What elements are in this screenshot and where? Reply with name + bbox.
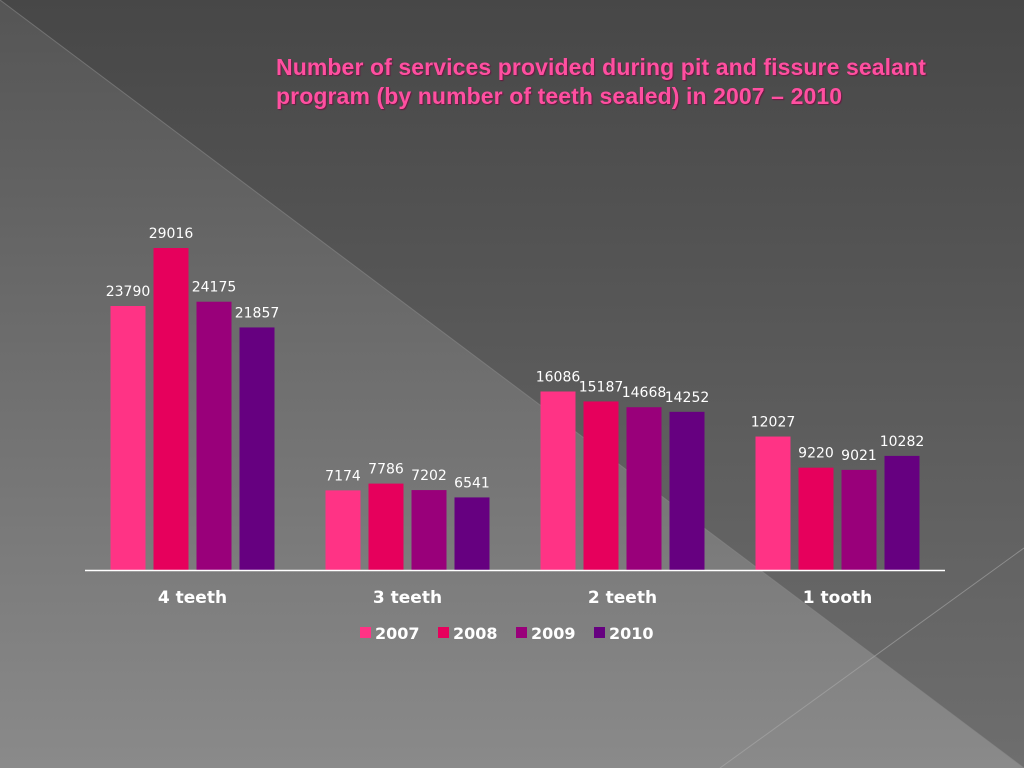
legend-label-2007: 2007 (375, 624, 420, 643)
bar-2007-1-tooth (755, 436, 791, 570)
category-label: 4 teeth (158, 588, 227, 608)
legend-swatch-2009 (516, 627, 527, 638)
legend-label-2010: 2010 (609, 624, 654, 643)
bars-group (110, 248, 920, 570)
bar-2008-4-teeth (153, 248, 189, 570)
data-label: 7174 (325, 468, 361, 484)
bar-2009-1-tooth (841, 469, 877, 570)
data-label: 7786 (368, 462, 404, 478)
data-label: 29016 (149, 226, 194, 242)
bar-2010-4-teeth (239, 327, 275, 570)
legend-swatch-2010 (594, 627, 605, 638)
bar-2010-2-teeth (669, 411, 705, 570)
bar-2008-3-teeth (368, 483, 404, 570)
data-label: 12027 (751, 415, 796, 431)
data-label: 9220 (798, 446, 834, 462)
data-label: 9021 (841, 448, 877, 464)
legend-swatch-2007 (360, 627, 371, 638)
bar-2008-2-teeth (583, 401, 619, 570)
legend-swatch-2008 (438, 627, 449, 638)
data-label: 10282 (880, 434, 925, 450)
data-label: 21857 (235, 305, 280, 321)
data-label: 24175 (192, 280, 237, 296)
data-label: 23790 (106, 284, 151, 300)
bar-2009-3-teeth (411, 490, 447, 570)
bar-2009-4-teeth (196, 301, 232, 570)
bar-2010-1-tooth (884, 455, 920, 570)
category-label: 2 teeth (588, 588, 657, 608)
category-label: 3 teeth (373, 588, 442, 608)
data-label: 14252 (665, 390, 710, 406)
data-labels-group: 23790 29016 24175 21857 7174 7786 7202 6541 1608… (106, 226, 925, 491)
data-label: 6541 (454, 475, 490, 491)
bar-2010-3-teeth (454, 497, 490, 570)
category-label: 1 tooth (803, 588, 872, 608)
slide-title: Number of services provided during pit a… (276, 54, 926, 109)
legend-label-2009: 2009 (531, 624, 576, 643)
legend: 2007 2008 2009 2010 (360, 624, 654, 643)
bg-diagonal-line-2 (719, 547, 1024, 768)
bar-2008-1-tooth (798, 467, 834, 570)
data-label: 7202 (411, 468, 447, 484)
bar-2007-4-teeth (110, 305, 146, 570)
data-label: 15187 (579, 379, 624, 395)
data-label: 14668 (622, 385, 667, 401)
category-labels-group: 4 teeth 3 teeth 2 teeth 1 tooth (158, 588, 872, 608)
data-label: 16086 (536, 369, 581, 385)
legend-label-2008: 2008 (453, 624, 498, 643)
bar-2007-2-teeth (540, 391, 576, 570)
bar-2007-3-teeth (325, 490, 361, 570)
bar-2009-2-teeth (626, 407, 662, 570)
